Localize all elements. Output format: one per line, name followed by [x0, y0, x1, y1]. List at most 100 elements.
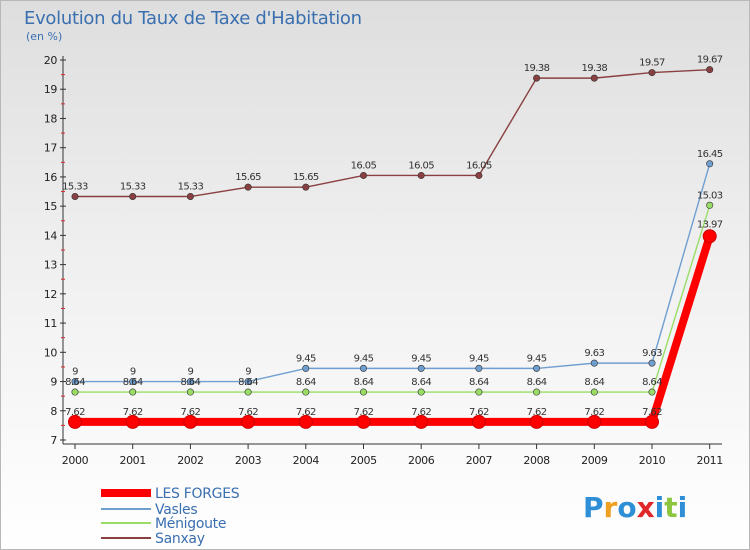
data-point — [302, 364, 310, 372]
x-tick-label: 2002 — [177, 454, 203, 467]
data-label: 8.64 — [411, 377, 431, 388]
data-point — [417, 171, 425, 179]
legend-label: LES FORGES — [155, 486, 240, 502]
x-tick-label: 2000 — [62, 454, 89, 467]
data-point — [71, 388, 79, 396]
data-label: 16.05 — [466, 160, 492, 171]
data-point — [533, 388, 541, 396]
x-tick-label: 2010 — [639, 454, 666, 467]
data-label: 8.64 — [354, 377, 374, 388]
data-point — [471, 414, 486, 429]
data-label: 15.03 — [697, 190, 723, 201]
data-label: 7.62 — [354, 407, 374, 418]
data-label: 7.62 — [527, 407, 547, 418]
data-point — [533, 74, 541, 82]
data-point — [186, 388, 194, 396]
data-label: 9.63 — [642, 348, 662, 359]
data-label: 8.64 — [642, 377, 662, 388]
data-point — [356, 414, 371, 429]
data-point — [475, 171, 483, 179]
x-tick-label: 2006 — [408, 454, 435, 467]
data-point — [529, 414, 544, 429]
data-label: 16.05 — [351, 160, 377, 171]
data-label: 7.62 — [296, 407, 316, 418]
data-point — [359, 364, 367, 372]
data-point — [68, 414, 82, 429]
data-point — [241, 414, 256, 429]
chart-title: Evolution du Taux de Taxe d'Habitation — [24, 8, 362, 29]
data-label: 8.64 — [469, 377, 489, 388]
data-label: 7.62 — [584, 407, 604, 418]
data-label: 15.65 — [293, 172, 319, 183]
data-point — [590, 388, 598, 396]
data-point — [359, 171, 367, 179]
series-lines — [68, 66, 717, 429]
data-label: 19.57 — [639, 58, 665, 69]
data-labels: 7.62 7.62 7.62 7.62 7.62 7.62 7.62 7.62 7.62 7.62… — [62, 55, 723, 418]
data-point — [244, 378, 252, 386]
y-tick-label: 16 — [44, 171, 58, 184]
data-point — [71, 378, 79, 386]
data-point — [186, 378, 194, 386]
data-label: 9 — [130, 367, 136, 378]
series-line-3 — [75, 68, 710, 198]
data-point — [533, 364, 541, 372]
series-line-0 — [75, 235, 714, 426]
data-label: 15.33 — [62, 182, 88, 193]
x-tick-label: 2011 — [696, 454, 722, 467]
legend-label: Sanxay — [155, 531, 205, 547]
data-point — [244, 388, 252, 396]
data-label: 9.63 — [584, 348, 604, 359]
x-tick-label: 2004 — [293, 454, 320, 467]
x-tick-label: 2008 — [523, 454, 550, 467]
data-point — [590, 359, 598, 367]
data-point — [648, 388, 656, 396]
data-point — [417, 364, 425, 372]
data-label: 9.45 — [411, 353, 431, 364]
data-label: 19.38 — [524, 63, 550, 74]
data-label: 7.62 — [180, 407, 200, 418]
data-point — [702, 229, 717, 244]
data-label: 13.97 — [697, 219, 723, 230]
data-point — [298, 414, 313, 429]
data-label: 8.64 — [123, 377, 143, 388]
y-tick-label: 10 — [44, 346, 58, 359]
data-point — [648, 69, 656, 77]
data-point — [129, 378, 137, 386]
y-tick-label: 17 — [44, 142, 58, 155]
y-tick-label: 8 — [50, 405, 57, 418]
data-point — [648, 359, 656, 367]
data-point — [587, 414, 602, 429]
legend-label: Ménigoute — [155, 516, 226, 532]
data-label: 9 — [188, 367, 194, 378]
data-point — [706, 201, 714, 209]
data-point — [706, 160, 714, 168]
data-point — [129, 193, 137, 201]
x-tick-label: 2009 — [581, 454, 608, 467]
data-label: 15.65 — [235, 172, 261, 183]
x-tick-label: 2003 — [235, 454, 262, 467]
brand-letter: i — [678, 491, 688, 524]
y-tick-label: 9 — [50, 376, 57, 389]
data-label: 7.62 — [469, 407, 489, 418]
proxiti-logo: Proxiti — [583, 491, 687, 524]
data-point — [302, 183, 310, 191]
brand-letter: o — [617, 491, 636, 524]
data-point — [302, 388, 310, 396]
data-label: 7.62 — [238, 407, 258, 418]
y-tick-label: 11 — [44, 317, 57, 330]
y-tick-label: 13 — [44, 259, 58, 272]
data-point — [414, 414, 429, 429]
data-point — [125, 414, 140, 429]
brand-letter: t — [664, 491, 677, 524]
brand-wordmark: Proxiti — [583, 491, 687, 524]
axes: 7 8 9 10 11 12 13 14 15 16 17 18 19 20 2000 2001 2002 200… — [44, 54, 724, 467]
data-point — [417, 388, 425, 396]
data-label: 7.62 — [642, 407, 662, 418]
data-point — [359, 388, 367, 396]
data-label: 16.05 — [408, 160, 434, 171]
x-tick-label: 2005 — [350, 454, 377, 467]
data-label: 9.45 — [296, 353, 316, 364]
